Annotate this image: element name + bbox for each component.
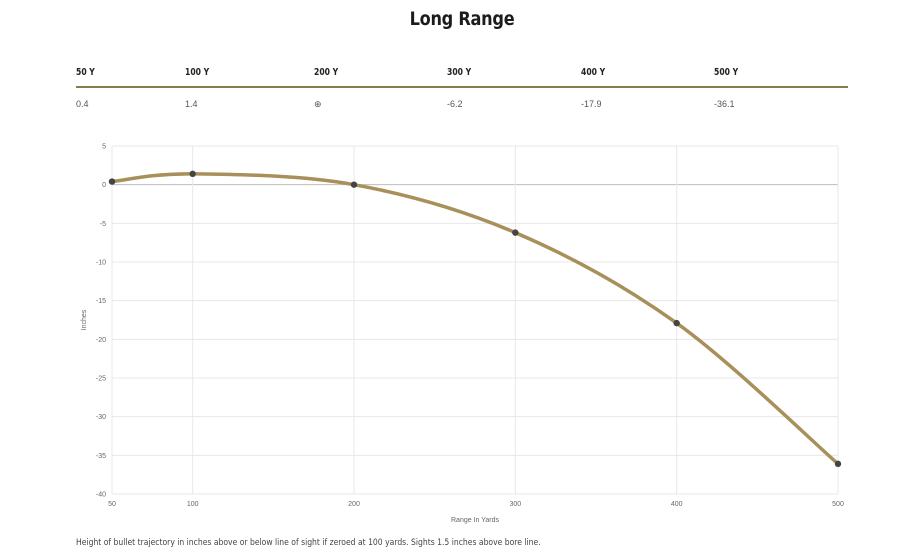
y-axis-label: Inches <box>81 309 88 330</box>
header-400y: 400 Y <box>581 67 606 78</box>
y-tick-label: -25 <box>96 376 106 383</box>
header-100y: 100 Y <box>185 67 210 78</box>
footnote: Height of bullet trajectory in inches ab… <box>76 538 541 548</box>
y-tick-label: -15 <box>96 298 106 305</box>
value-50y: 0.4 <box>76 99 89 109</box>
x-tick-label: 500 <box>832 501 844 508</box>
header-300y: 300 Y <box>447 67 472 78</box>
value-500y: -36.1 <box>714 99 735 109</box>
data-point <box>834 460 842 468</box>
chart-grid <box>111 145 839 495</box>
y-tick-label: 5 <box>102 144 106 151</box>
x-tick-label: 100 <box>187 501 199 508</box>
y-tick-label: 0 <box>102 182 106 189</box>
data-points <box>108 170 842 468</box>
data-point <box>673 319 680 327</box>
trajectory-chart: 50-5-10-15-20-25-30-35-40 50 100 200 300 400… <box>81 144 844 525</box>
y-axis-ticks: 5 0 -5 -10 -15 -20 -25 -30 -35 -40 <box>96 144 106 499</box>
value-400y: -17.9 <box>581 99 602 109</box>
x-tick-label: 400 <box>671 501 683 508</box>
header-50y: 50 Y <box>76 67 95 78</box>
header-200y: 200 Y <box>314 67 339 78</box>
data-point <box>189 170 196 178</box>
x-tick-label: 200 <box>348 501 360 508</box>
y-tick-label: -10 <box>96 260 106 267</box>
data-point <box>350 181 358 188</box>
x-axis-ticks: 50 100 200 300 400 500 <box>108 501 844 508</box>
y-tick-label: -20 <box>96 337 106 344</box>
x-axis-label: Range In Yards <box>451 517 499 524</box>
page-title: Long Range <box>409 8 515 30</box>
y-tick-label: -40 <box>96 492 106 499</box>
value-300y: -6.2 <box>447 99 463 109</box>
trajectory-line <box>110 172 840 466</box>
crosshair-icon: ⊕ <box>314 99 322 109</box>
data-point <box>108 178 116 185</box>
y-tick-label: -35 <box>96 453 106 460</box>
value-100y: 1.4 <box>185 99 198 109</box>
x-tick-label: 50 <box>108 501 116 508</box>
table-header-row: 50 Y 100 Y 200 Y 300 Y 400 Y 500 Y <box>76 64 848 88</box>
x-tick-label: 300 <box>509 501 521 508</box>
trajectory-table: 50 Y 100 Y 200 Y 300 Y 400 Y 500 Y 0.4 1… <box>76 64 848 110</box>
header-500y: 500 Y <box>714 67 739 78</box>
y-tick-label: -30 <box>96 414 106 421</box>
data-point <box>512 229 519 236</box>
table-row: 0.4 1.4 ⊕ -6.2 -17.9 -36.1 <box>76 88 848 110</box>
y-tick-label: -5 <box>100 221 106 228</box>
